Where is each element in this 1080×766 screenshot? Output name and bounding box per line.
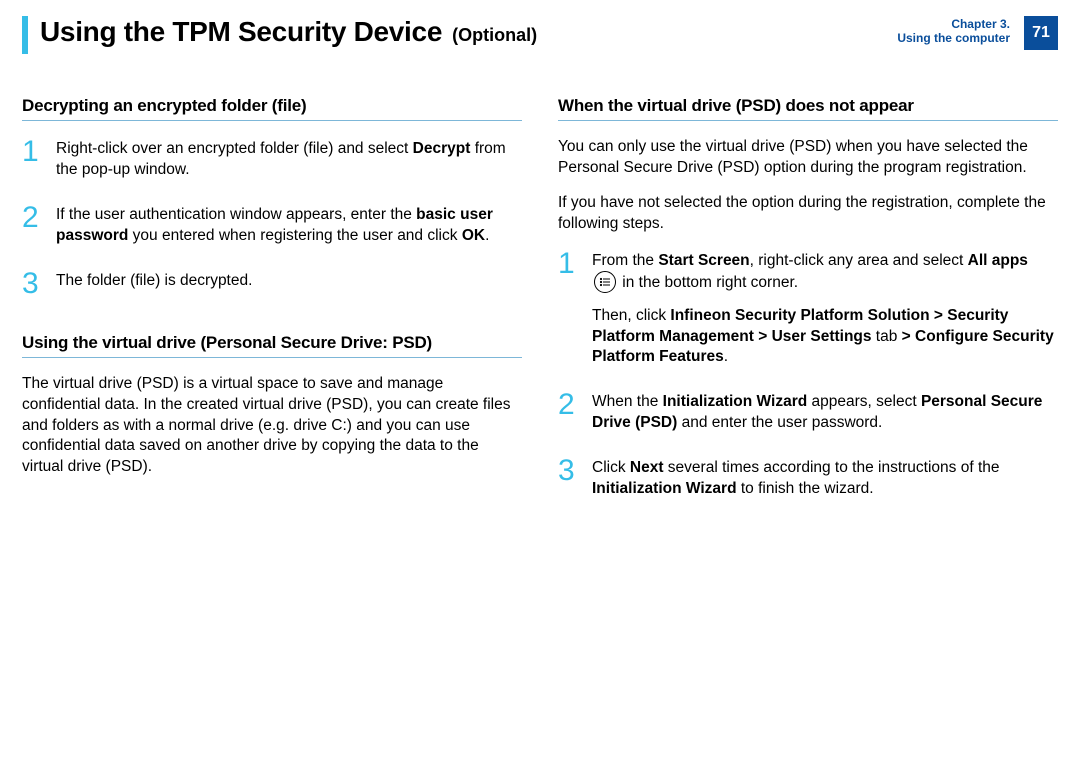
page-title-optional: (Optional) <box>452 25 537 46</box>
left-column: Decrypting an encrypted folder (file) 1 … <box>22 96 522 522</box>
paragraph: The virtual drive (PSD) is a virtual spa… <box>22 374 522 479</box>
page-title: Using the TPM Security Device <box>40 16 442 48</box>
step-text: Click Next several times according to th… <box>592 458 1058 500</box>
section-heading-psd-not-appear: When the virtual drive (PSD) does not ap… <box>558 96 1058 121</box>
step-text: The folder (file) is decrypted. <box>56 271 252 292</box>
step-text: Right-click over an encrypted folder (fi… <box>56 139 522 181</box>
content-columns: Decrypting an encrypted folder (file) 1 … <box>22 96 1058 522</box>
chapter-label: Chapter 3. Using the computer <box>897 16 1010 46</box>
paragraph: If you have not selected the option duri… <box>558 193 1058 235</box>
step-number: 1 <box>22 137 44 167</box>
step-body: If the user authentication window appear… <box>56 203 522 247</box>
step-number: 1 <box>558 249 580 279</box>
step-item: 3 The folder (file) is decrypted. <box>22 269 522 299</box>
title-bar: Using the TPM Security Device (Optional) <box>22 16 883 54</box>
step-body: Click Next several times according to th… <box>592 456 1058 500</box>
chapter-line-1: Chapter 3. <box>897 18 1010 32</box>
step-text: Then, click Infineon Security Platform S… <box>592 306 1058 369</box>
step-item: 2 If the user authentication window appe… <box>22 203 522 247</box>
step-body: Right-click over an encrypted folder (fi… <box>56 137 522 181</box>
chapter-line-2: Using the computer <box>897 32 1010 46</box>
step-body: The folder (file) is decrypted. <box>56 269 252 292</box>
paragraph: You can only use the virtual drive (PSD)… <box>558 137 1058 179</box>
step-number: 3 <box>22 269 44 299</box>
step-number: 3 <box>558 456 580 486</box>
step-text: If the user authentication window appear… <box>56 205 522 247</box>
step-item: 2 When the Initialization Wizard appears… <box>558 390 1058 434</box>
step-body: From the Start Screen, right-click any a… <box>592 249 1058 369</box>
step-number: 2 <box>558 390 580 420</box>
page-number-badge: 71 <box>1024 16 1058 50</box>
step-item: 1 Right-click over an encrypted folder (… <box>22 137 522 181</box>
step-item: 1 From the Start Screen, right-click any… <box>558 249 1058 369</box>
page-number: 71 <box>1032 24 1050 42</box>
section-heading-psd: Using the virtual drive (Personal Secure… <box>22 333 522 358</box>
step-body: When the Initialization Wizard appears, … <box>592 390 1058 434</box>
step-item: 3 Click Next several times according to … <box>558 456 1058 500</box>
step-text: When the Initialization Wizard appears, … <box>592 392 1058 434</box>
page-header: Using the TPM Security Device (Optional)… <box>22 16 1058 54</box>
step-number: 2 <box>22 203 44 233</box>
page-root: Using the TPM Security Device (Optional)… <box>0 0 1080 766</box>
right-column: When the virtual drive (PSD) does not ap… <box>558 96 1058 522</box>
section-heading-decrypting: Decrypting an encrypted folder (file) <box>22 96 522 121</box>
step-text: From the Start Screen, right-click any a… <box>592 251 1058 294</box>
all-apps-icon <box>594 271 616 293</box>
